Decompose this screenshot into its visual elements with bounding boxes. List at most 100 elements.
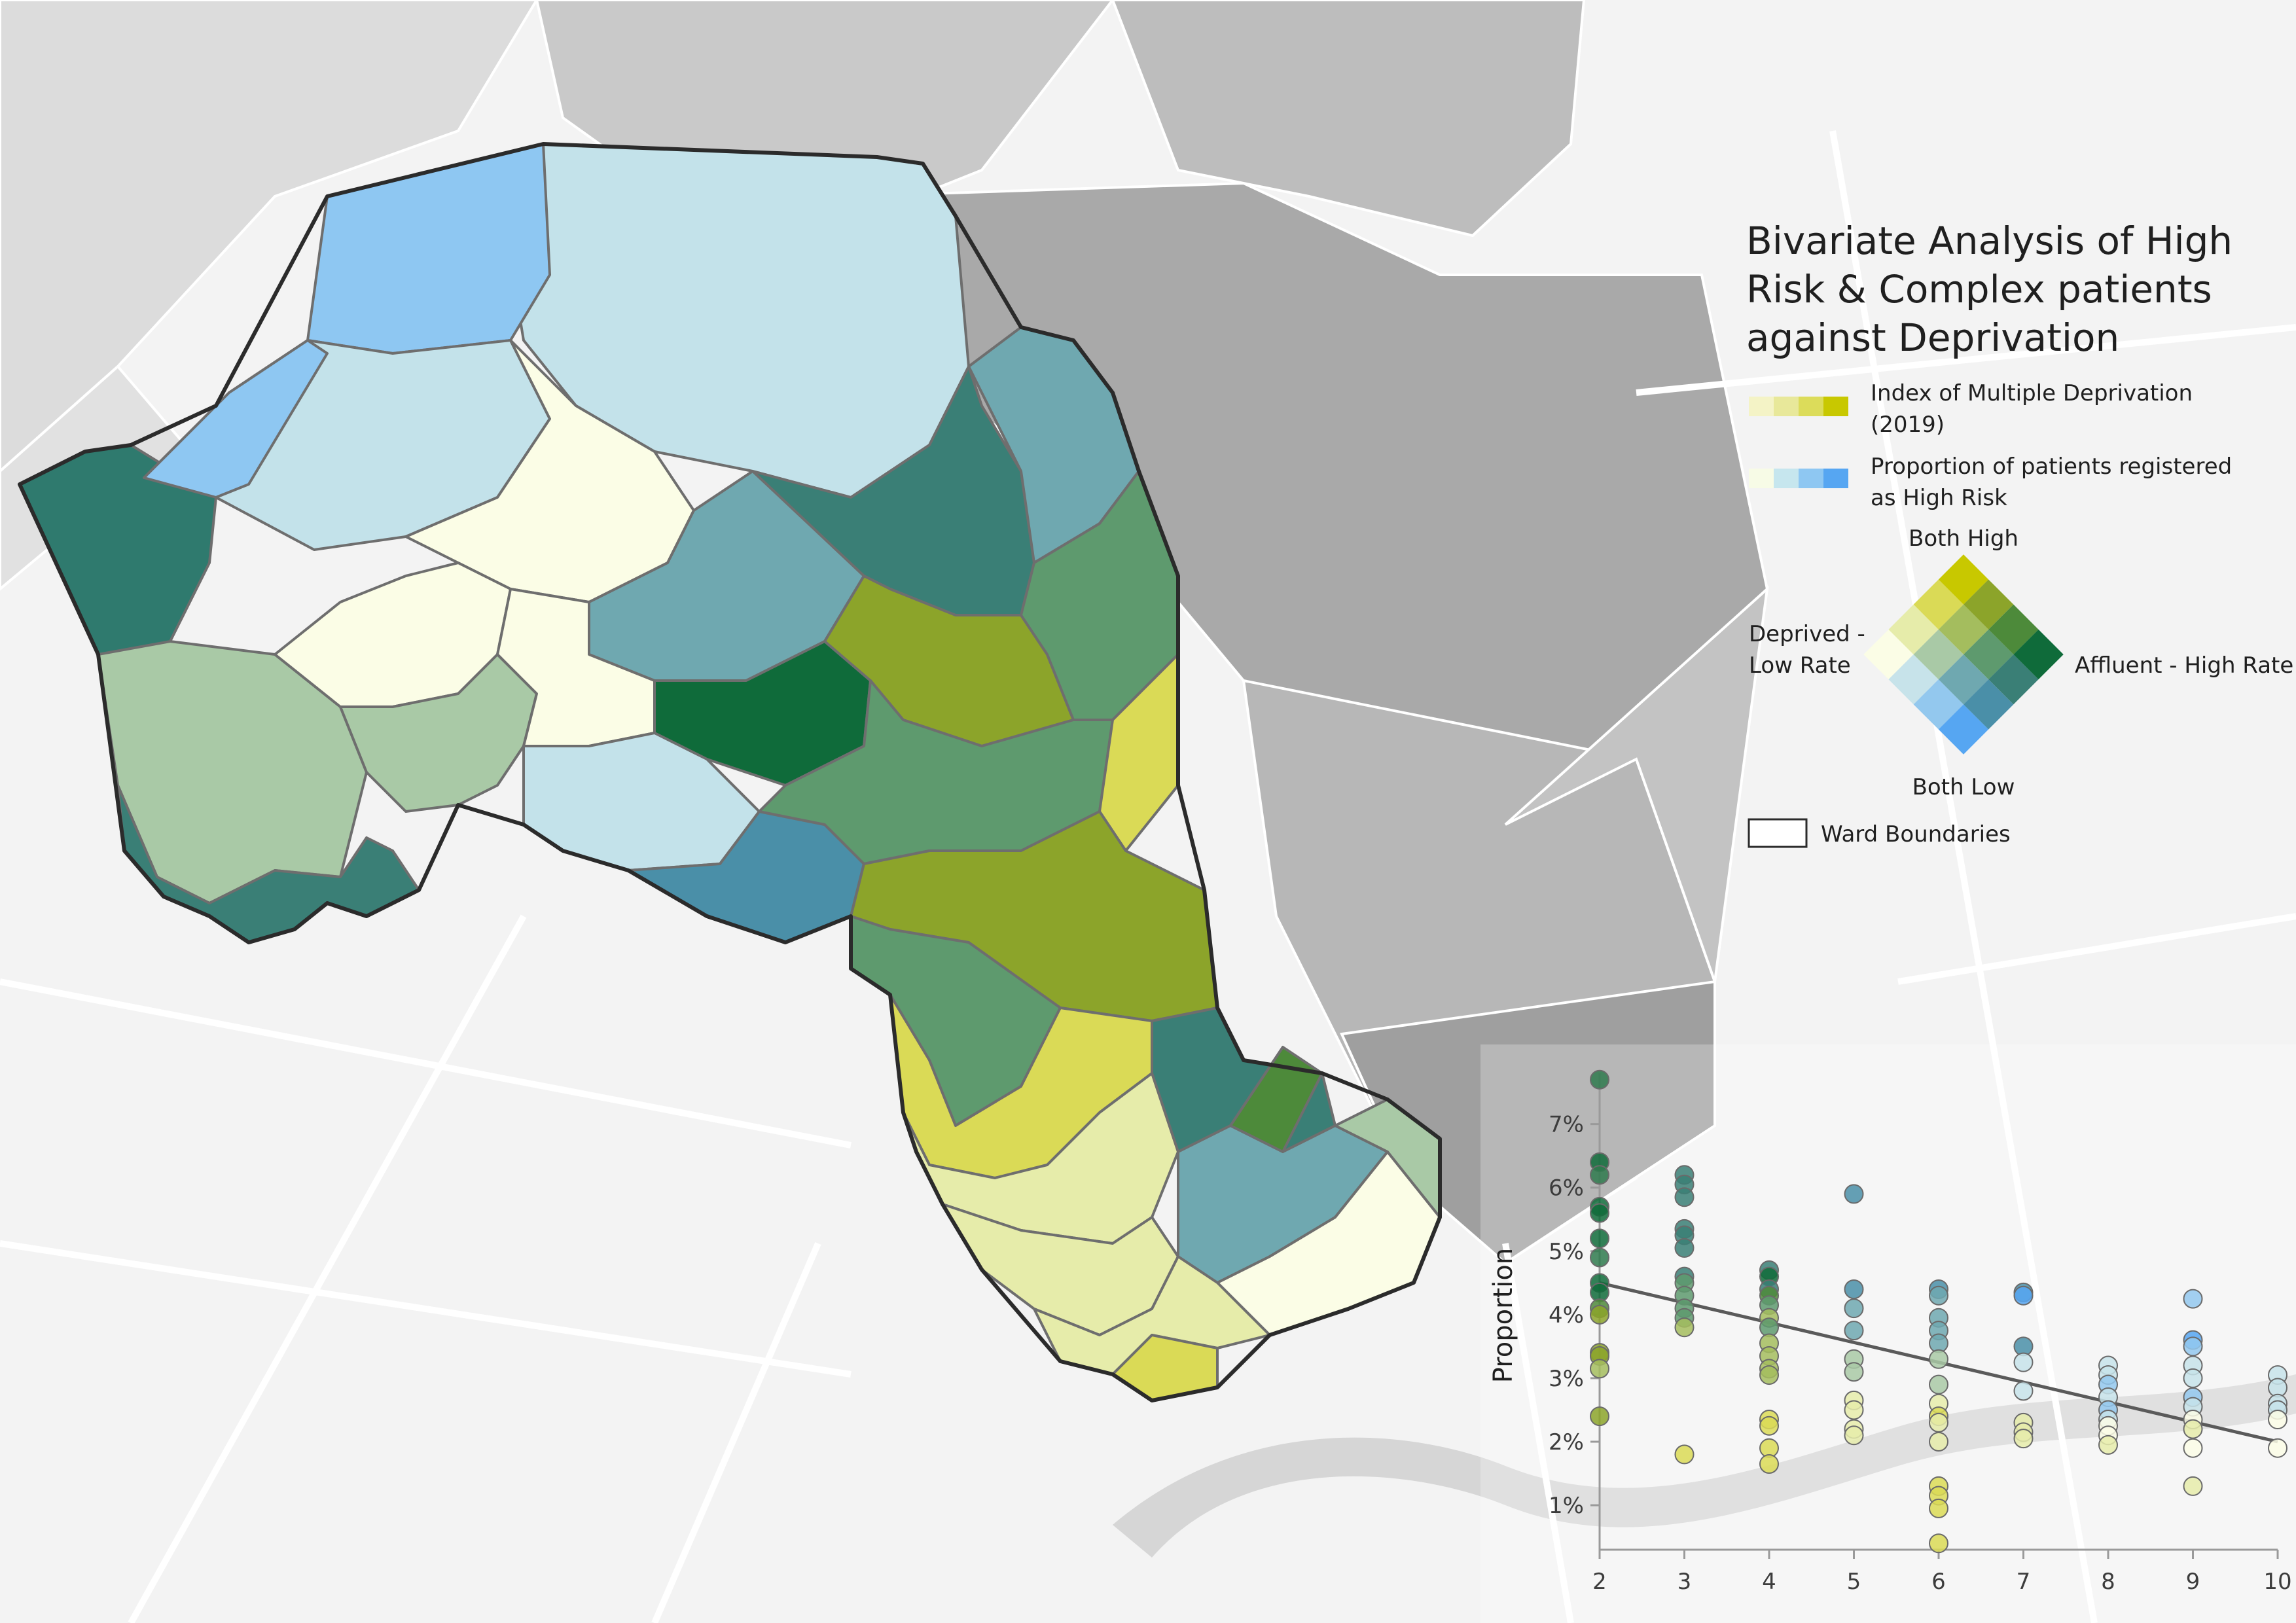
chart-point xyxy=(1590,1203,1609,1223)
chart-point xyxy=(1844,1298,1864,1319)
bivariate-cell-3-3 xyxy=(2013,629,2064,680)
chart-x-tick-label: 3 xyxy=(1677,1569,1692,1595)
chart-y-label: Proportion xyxy=(1488,1248,1518,1383)
chart-x-ticks: 2 3 4 5 6 7 8 9 10 xyxy=(1592,1550,2292,1595)
chart-point xyxy=(1929,1498,1948,1518)
chart-point xyxy=(1929,1349,1948,1369)
proportion-color-ramp xyxy=(1749,469,1848,488)
legend-affluent: Affluent - High Rate xyxy=(2075,652,2293,679)
chart-point xyxy=(1674,1238,1695,1258)
chart-y-ticks: 1% 2% 3% 4% 5% 6% 7% xyxy=(1549,1112,1600,1519)
chart-y-tick-label: 5% xyxy=(1549,1239,1584,1265)
chart-y-tick-label: 2% xyxy=(1549,1429,1584,1455)
chart-point xyxy=(1590,1406,1609,1427)
chart-x-tick-label: 8 xyxy=(2101,1569,2115,1595)
chart-point xyxy=(2183,1368,2203,1388)
legend-ward-boundaries: Ward Boundaries xyxy=(1821,821,2011,847)
chart-point xyxy=(2013,1352,2034,1372)
chart-y-tick-label: 4% xyxy=(1549,1302,1584,1329)
legend: Bivariate Analysis of High Risk & Comple… xyxy=(1746,219,2293,848)
chart-point xyxy=(2183,1419,2203,1439)
bivariate-cell-3-0 xyxy=(1938,554,1989,605)
legend-prop-line1: Proportion of patients registered xyxy=(1871,454,2232,480)
chart-point xyxy=(2268,1438,2287,1458)
legend-title-line3: against Deprivation xyxy=(1746,315,2119,360)
borough-wards xyxy=(18,143,1441,1402)
chart-panel xyxy=(1480,1044,2296,1623)
chart-x-tick-label: 10 xyxy=(2263,1569,2291,1595)
chart-y-tick-label: 6% xyxy=(1549,1175,1584,1202)
chart-x-tick-label: 6 xyxy=(1931,1569,1946,1595)
legend-imd-line2: (2019) xyxy=(1871,412,1945,438)
chart-point xyxy=(1844,1362,1864,1382)
chart-point xyxy=(1929,1374,1948,1395)
chart-point xyxy=(1844,1321,1864,1341)
chart-point xyxy=(1929,1285,1948,1306)
imd-swatch-4 xyxy=(1823,397,1848,416)
chart-point xyxy=(1844,1279,1864,1300)
bivariate-cell-0-3 xyxy=(1938,704,1989,755)
chart-point xyxy=(1759,1365,1779,1385)
legend-prop-line2: as High Risk xyxy=(1871,485,2007,511)
chart-point xyxy=(2098,1435,2118,1455)
chart-x-tick-label: 4 xyxy=(1762,1569,1776,1595)
chart-points xyxy=(1590,1069,2287,1554)
bivariate-cell-0-0 xyxy=(1863,629,1914,680)
chart-point xyxy=(2183,1438,2203,1458)
scatter-chart: Proportion 1% 2% 3% 4% 5% 6% 7% 2 3 4 5 6 7 8 9 10 xyxy=(1480,1044,2296,1623)
prop-swatch-3 xyxy=(1799,469,1823,488)
chart-point xyxy=(1590,1359,1609,1379)
borough-outline xyxy=(18,142,1442,1402)
chart-point xyxy=(1674,1187,1695,1207)
chart-point xyxy=(2268,1410,2287,1430)
legend-imd-line1: Index of Multiple Deprivation xyxy=(1871,380,2193,406)
legend-deprived-line1: Deprived - xyxy=(1749,621,1865,647)
chart-y-tick-label: 3% xyxy=(1549,1366,1584,1392)
imd-color-ramp xyxy=(1749,397,1848,416)
chart-point xyxy=(2183,1476,2203,1496)
chart-point xyxy=(1929,1431,1948,1452)
chart-point xyxy=(1759,1454,1779,1474)
chart-x-tick-label: 9 xyxy=(2186,1569,2200,1595)
chart-point xyxy=(1929,1533,1948,1554)
legend-deprived-line2: Low Rate xyxy=(1749,652,1851,679)
chart-point xyxy=(1844,1400,1864,1420)
imd-swatch-1 xyxy=(1749,397,1774,416)
chart-point xyxy=(1590,1069,1609,1090)
chart-x-tick-label: 7 xyxy=(2017,1569,2031,1595)
road-network xyxy=(0,130,2296,1623)
chart-x-tick-label: 2 xyxy=(1592,1569,1607,1595)
chart-point xyxy=(1929,1412,1948,1433)
chart-point xyxy=(1844,1184,1864,1204)
legend-both-high: Both High xyxy=(1909,526,2018,552)
ward-boundary-swatch xyxy=(1748,818,1808,848)
chart-point xyxy=(2013,1429,2034,1449)
chart-y-tick-label: 1% xyxy=(1549,1493,1584,1519)
chart-point xyxy=(1674,1444,1695,1465)
prop-swatch-1 xyxy=(1749,469,1774,488)
imd-swatch-2 xyxy=(1774,397,1799,416)
chart-point xyxy=(2013,1381,2034,1401)
chart-point xyxy=(1590,1247,1609,1268)
chart-y-tick-label: 7% xyxy=(1549,1112,1584,1138)
river-thames xyxy=(1113,1374,2296,1558)
chart-point xyxy=(2183,1336,2203,1357)
chart-point xyxy=(1844,1425,1864,1446)
chart-point xyxy=(2013,1285,2034,1306)
chart-x-tick-label: 5 xyxy=(1847,1569,1861,1595)
chart-point xyxy=(1674,1317,1695,1338)
chart-point xyxy=(1590,1165,1609,1185)
bivariate-cell-2-1 xyxy=(1938,604,1989,654)
chart-point xyxy=(1590,1228,1609,1249)
legend-title-line2: Risk & Complex patients xyxy=(1746,267,2212,312)
legend-title-line1: Bivariate Analysis of High xyxy=(1746,219,2233,263)
imd-swatch-3 xyxy=(1799,397,1823,416)
prop-swatch-4 xyxy=(1823,469,1848,488)
chart-point xyxy=(2183,1289,2203,1309)
legend-both-low: Both Low xyxy=(1912,774,2015,800)
chart-point xyxy=(1759,1416,1779,1436)
prop-swatch-2 xyxy=(1774,469,1799,488)
ward-cantelowes-east xyxy=(1098,653,1179,852)
bivariate-cell-1-2 xyxy=(1938,654,1989,705)
